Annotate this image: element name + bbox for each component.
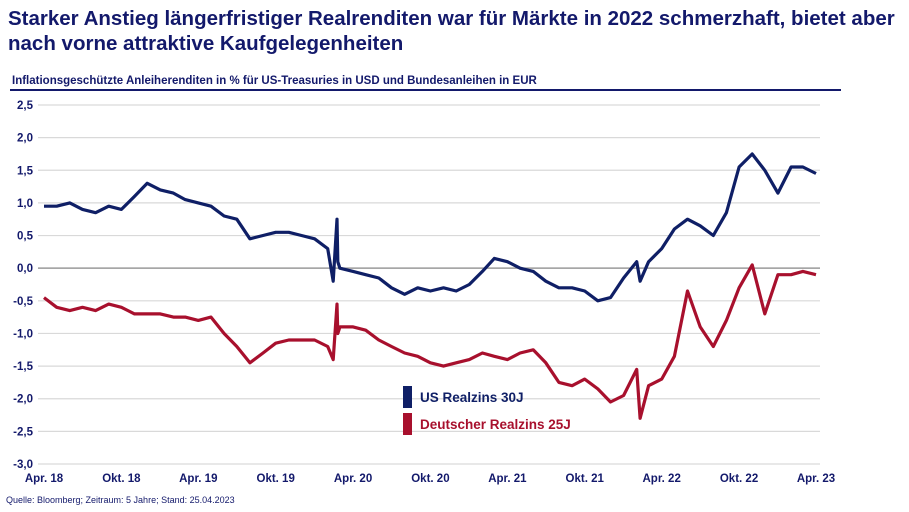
y-tick-label: 1,0: [17, 198, 33, 210]
legend-label-de: Deutscher Realzins 25J: [420, 416, 571, 432]
y-tick-label: 1,5: [17, 165, 34, 177]
legend-swatch-us: [403, 386, 412, 408]
x-tick-label: Okt. 22: [720, 473, 758, 485]
legend-item-de: Deutscher Realzins 25J: [403, 413, 571, 435]
y-tick-label: 2,0: [17, 133, 33, 145]
subtitle-divider: [10, 89, 841, 91]
x-tick-label: Apr. 19: [179, 473, 217, 485]
chart-subtitle: Inflationsgeschützte Anleiherenditen in …: [12, 75, 537, 87]
grid: [38, 104, 820, 465]
source-note: Quelle: Bloomberg; Zeitraum: 5 Jahre; St…: [6, 495, 235, 505]
slide-title: Starker Anstieg längerfristiger Realrend…: [8, 7, 895, 55]
x-tick-label: Apr. 23: [797, 473, 835, 485]
y-tick-label: 2,5: [17, 100, 34, 112]
y-tick-label: -2,0: [13, 394, 33, 406]
legend-swatch-de: [403, 413, 412, 435]
x-tick-label: Okt. 20: [411, 473, 449, 485]
y-tick-label: -1,0: [13, 328, 33, 340]
y-axis-ticks: 2,5 2,0 1,5 1,0 0,5 0,0 -0,5 -1,0 -1,5 -2,0 -2,5 -3…: [13, 100, 33, 471]
series-line-de-realzins: [43, 263, 817, 420]
x-tick-label: Apr. 22: [643, 473, 681, 485]
x-axis-ticks: Apr. 18 Okt. 18 Apr. 19 Okt. 19 Apr. 20 Okt. …: [25, 473, 835, 485]
y-tick-label: -3,0: [13, 459, 33, 471]
x-tick-label: Okt. 18: [102, 473, 141, 485]
legend-item-us: US Realzins 30J: [403, 386, 524, 408]
x-tick-label: Apr. 20: [334, 473, 372, 485]
y-tick-label: 0,0: [17, 263, 33, 275]
y-tick-label: -2,5: [13, 426, 33, 438]
x-tick-label: Okt. 19: [257, 473, 295, 485]
x-tick-label: Apr. 21: [488, 473, 527, 485]
legend-label-us: US Realzins 30J: [420, 389, 524, 405]
series-line-us-realzins: [44, 152, 817, 303]
x-tick-label: Apr. 18: [25, 473, 64, 485]
y-tick-label: 0,5: [17, 231, 34, 243]
x-tick-label: Okt. 21: [566, 473, 605, 485]
y-tick-label: -0,5: [13, 296, 33, 308]
y-tick-label: -1,5: [13, 361, 33, 373]
series-lines: [43, 152, 817, 420]
